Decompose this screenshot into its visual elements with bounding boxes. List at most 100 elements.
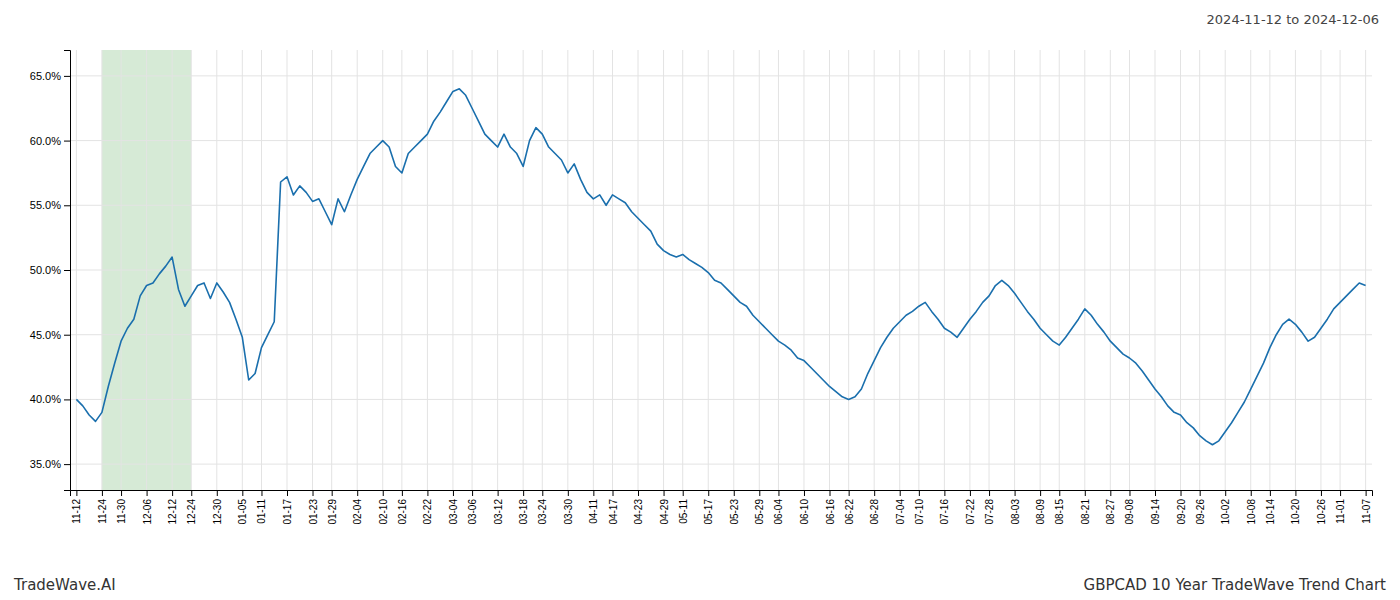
x-tick-label: 11-07 [1361, 499, 1372, 524]
x-tick: 02-16 [397, 490, 408, 525]
x-tick-mark [1251, 490, 1252, 496]
x-tick: 03-30 [563, 490, 574, 525]
x-tick: 01-05 [237, 490, 248, 525]
x-tick-label: 07-04 [895, 499, 906, 525]
x-tick-label: 06-28 [869, 499, 880, 525]
x-tick: 08-27 [1105, 490, 1116, 525]
x-tick: 01-29 [327, 490, 338, 525]
x-tick-mark [542, 490, 543, 496]
y-tick-label: 40.0% [30, 393, 61, 405]
x-tick-label: 12-06 [142, 499, 153, 525]
x-tick-mark [1270, 490, 1271, 496]
y-tick-mark [64, 399, 70, 400]
x-tick: 02-22 [422, 490, 433, 525]
x-tick-label: 10-02 [1220, 499, 1231, 525]
x-tick-label: 03-06 [467, 499, 478, 525]
x-tick: 02-04 [352, 490, 363, 525]
y-axis: 35.0%40.0%45.0%50.0%55.0%60.0%65.0% [30, 51, 71, 491]
x-tick: 11-07 [1361, 490, 1372, 524]
y-tick-label: 50.0% [30, 264, 61, 276]
y-tick: 55.0% [30, 199, 70, 211]
x-tick: 09-14 [1150, 490, 1161, 525]
x-tick-label: 03-12 [493, 499, 504, 525]
y-tick: 45.0% [30, 329, 70, 341]
y-tick: 60.0% [30, 135, 70, 147]
grid-line-y [70, 75, 1372, 76]
x-tick: 01-23 [308, 490, 319, 525]
x-tick-label: 07-28 [984, 499, 995, 525]
x-tick-mark [1085, 490, 1086, 496]
x-tick-label: 02-16 [397, 499, 408, 525]
x-tick: 06-10 [799, 490, 810, 525]
x-tick-mark [593, 490, 594, 496]
x-tick: 05-17 [703, 490, 714, 525]
y-tick-label: 65.0% [30, 70, 61, 82]
x-tick: 03-18 [518, 490, 529, 525]
x-tick-mark [613, 490, 614, 496]
x-tick-label: 09-08 [1124, 499, 1135, 525]
y-tick: 65.0% [30, 70, 70, 82]
x-tick: 04-29 [659, 490, 670, 525]
x-tick-mark [778, 490, 779, 496]
x-tick-mark [147, 490, 148, 496]
x-tick-label: 02-22 [422, 499, 433, 525]
x-tick-label: 12-24 [186, 499, 197, 525]
x-tick-label: 04-29 [659, 499, 670, 525]
x-axis: 11-1211-2411-3012-0612-1212-2412-3001-05… [71, 490, 1373, 525]
x-tick-mark [242, 490, 243, 496]
x-tick-label: 08-15 [1054, 499, 1065, 525]
x-tick-label: 10-26 [1316, 499, 1327, 525]
x-tick-mark [102, 490, 103, 496]
x-tick-mark [1295, 490, 1296, 496]
y-tick-mark [64, 464, 70, 465]
x-tick: 09-20 [1176, 490, 1187, 525]
x-tick-label: 07-10 [914, 499, 925, 525]
x-tick-mark [172, 490, 173, 496]
x-tick: 04-23 [633, 490, 644, 525]
x-tick-label: 05-29 [754, 499, 765, 525]
x-tick-label: 10-14 [1265, 499, 1276, 525]
x-tick-label: 04-23 [633, 499, 644, 525]
x-tick-mark [874, 490, 875, 496]
x-tick-mark [1015, 490, 1016, 496]
x-tick-mark [427, 490, 428, 496]
x-tick-mark [453, 490, 454, 496]
x-tick-label: 08-21 [1080, 499, 1091, 525]
x-tick: 07-16 [939, 490, 950, 525]
x-tick-mark [383, 490, 384, 496]
x-tick-label: 06-04 [773, 499, 784, 525]
x-tick: 09-26 [1195, 490, 1206, 525]
x-tick-label: 11-12 [71, 499, 82, 524]
annotation: TradeWave.AI [13, 576, 116, 594]
x-tick-label: 01-23 [308, 499, 319, 525]
x-tick-label: 09-20 [1176, 499, 1187, 525]
x-tick-label: 06-10 [799, 499, 810, 525]
x-tick-label: 07-16 [939, 499, 950, 525]
x-tick: 01-17 [282, 490, 293, 525]
x-tick-mark [1129, 490, 1130, 496]
x-tick: 10-26 [1316, 490, 1327, 525]
x-tick-label: 10-20 [1290, 499, 1301, 525]
y-tick: 50.0% [30, 264, 70, 276]
x-tick: 08-09 [1035, 490, 1046, 525]
x-tick-mark [970, 490, 971, 496]
x-tick: 06-28 [869, 490, 880, 525]
x-tick: 11-01 [1335, 490, 1346, 524]
x-tick: 09-08 [1124, 490, 1135, 525]
x-tick: 04-11 [588, 490, 599, 524]
grid-line-y [70, 270, 1372, 271]
series-line [76, 89, 1365, 445]
x-tick-label: 08-27 [1105, 499, 1116, 525]
x-tick-label: 02-10 [378, 499, 389, 525]
x-tick: 07-22 [965, 490, 976, 525]
grid-line-y [70, 334, 1372, 335]
x-tick: 12-24 [186, 490, 197, 525]
x-tick-label: 06-16 [825, 499, 836, 525]
x-tick-mark [638, 490, 639, 496]
x-tick-label: 05-17 [703, 499, 714, 525]
x-tick-mark [849, 490, 850, 496]
x-tick: 08-03 [1010, 490, 1021, 525]
x-tick-label: 11-24 [97, 499, 108, 524]
y-tick-mark [64, 270, 70, 271]
x-tick-mark [1059, 490, 1060, 496]
